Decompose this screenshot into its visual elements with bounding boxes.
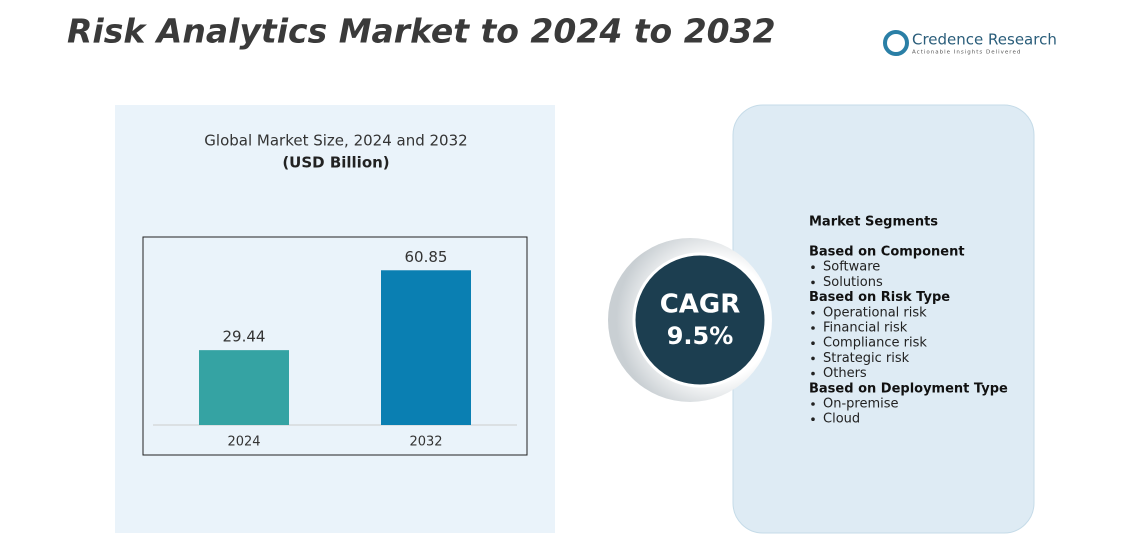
- value-label: 29.44: [223, 328, 266, 346]
- segment-item: Solutions: [823, 275, 883, 290]
- value-label: 60.85: [405, 248, 448, 266]
- bullet: [811, 326, 815, 330]
- bullet: [811, 280, 815, 285]
- plot-frame: [142, 236, 528, 456]
- left-panel: [115, 105, 555, 533]
- segment-item: Strategic risk: [823, 351, 910, 366]
- segment-heading: Based on Component: [809, 245, 965, 260]
- cagr-label: CAGR: [660, 290, 741, 320]
- x-tick-label: 2024: [227, 435, 260, 450]
- segment-item: Financial risk: [823, 321, 908, 336]
- bullet: [811, 311, 815, 315]
- bullet: [811, 371, 815, 376]
- segment-item: Others: [823, 366, 867, 381]
- chart-title: Global Market Size, 2024 and 2032: [204, 132, 467, 150]
- brand-tagline: Actionable Insights Delivered: [912, 50, 1021, 56]
- bullet: [811, 356, 815, 361]
- segment-heading: Based on Risk Type: [809, 290, 950, 305]
- brand-name: Credence Research: [912, 31, 1057, 49]
- bullet: [811, 341, 815, 346]
- segment-heading: Based on Deployment Type: [809, 381, 1008, 396]
- x-tick-label: 2032: [409, 435, 442, 450]
- page-title: Risk Analytics Market to 2024 to 2032: [67, 12, 776, 51]
- cagr-circle: [632, 252, 768, 388]
- segment-item: On-premise: [823, 397, 899, 412]
- segment-item: Compliance risk: [823, 336, 927, 351]
- segment-item: Cloud: [823, 412, 860, 427]
- chart-subtitle: (USD Billion): [282, 154, 389, 172]
- cagr-value: 9.5%: [667, 322, 734, 350]
- bar: [199, 350, 289, 425]
- segment-item: Software: [823, 260, 880, 275]
- segments-title: Market Segments: [809, 215, 938, 230]
- logo-icon: [883, 30, 909, 56]
- bar: [381, 270, 471, 425]
- bullet: [811, 402, 815, 406]
- segment-item: Operational risk: [823, 305, 927, 320]
- bullet: [811, 265, 815, 270]
- bullet: [811, 417, 815, 422]
